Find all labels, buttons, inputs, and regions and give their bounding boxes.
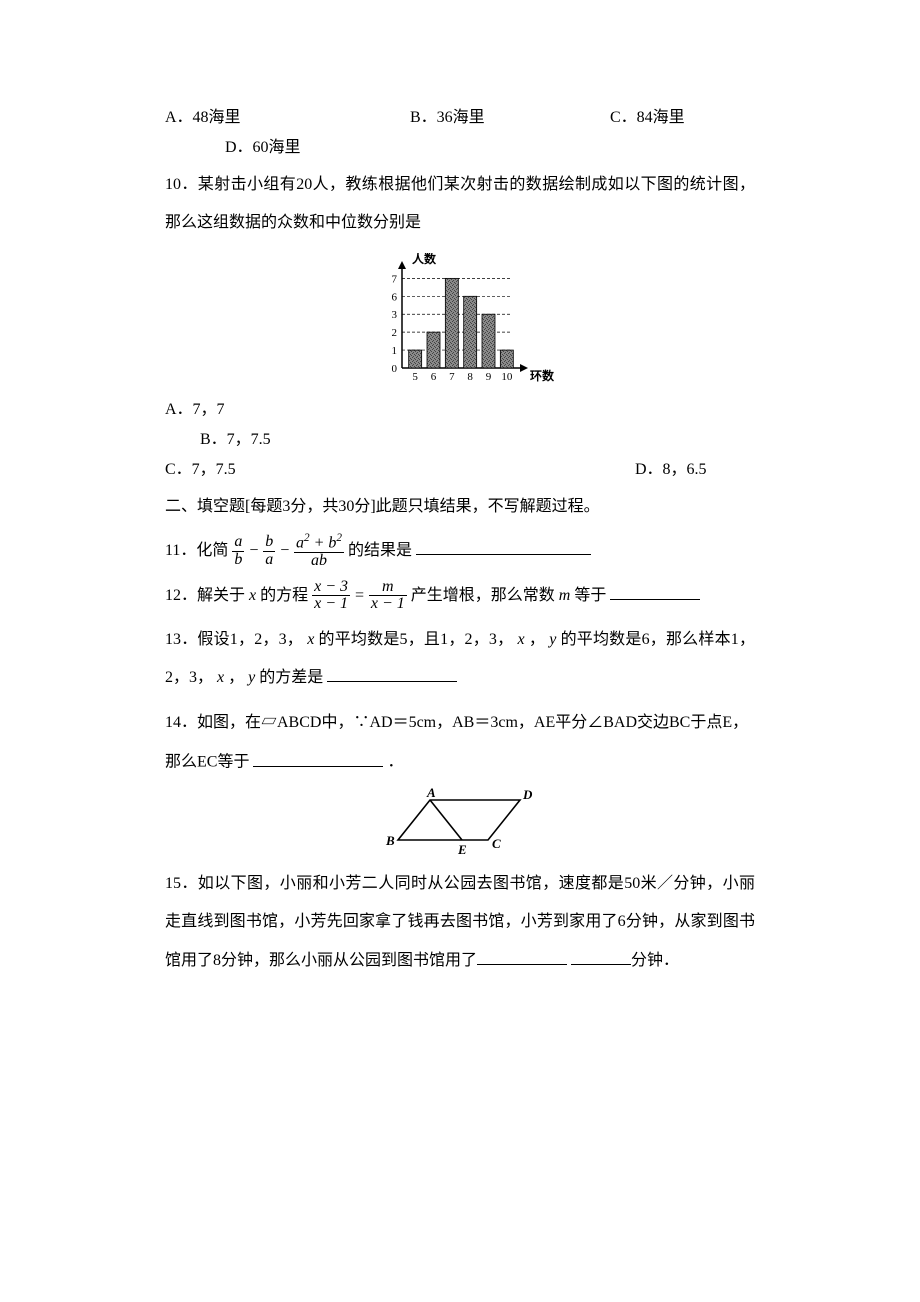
svg-text:9: 9 — [486, 371, 492, 383]
q11-blank — [416, 537, 591, 556]
svg-text:B: B — [385, 833, 395, 848]
svg-text:E: E — [457, 842, 467, 855]
svg-text:C: C — [492, 836, 501, 851]
svg-text:6: 6 — [392, 291, 398, 303]
q14-diagram-container: A D B C E — [165, 785, 755, 855]
svg-text:6: 6 — [431, 371, 437, 383]
q12-pre: 12．解关于 — [165, 587, 245, 604]
q14-line2: 那么EC等于 ． — [165, 748, 755, 775]
svg-text:2: 2 — [392, 327, 398, 339]
q13-blank — [327, 664, 457, 683]
svg-text:A: A — [426, 785, 436, 800]
svg-text:10: 10 — [501, 371, 513, 383]
section2-title: 二、填空题[每题3分，共30分]此题只填结果，不写解题过程。 — [165, 488, 755, 526]
q9-option-d: D．60海里 — [225, 139, 301, 156]
q9-option-c: C．84海里 — [610, 106, 755, 130]
q9-options-row2: D．60海里 — [165, 136, 755, 160]
q14-line1: 14．如图，在▱ABCD中，∵AD＝5cm，AB＝3cm，AE平分∠BAD交边B… — [165, 704, 755, 742]
bar-chart: 0123675678910人数环数 — [360, 253, 560, 388]
q10-option-b: B．7，7.5 — [165, 428, 755, 452]
q11-frac3: a2 + b2 ab — [294, 533, 344, 570]
q11-mid: 的结果是 — [348, 542, 412, 559]
q11-pre: 11．化简 — [165, 542, 228, 559]
q15: 15．如以下图，小丽和小芳二人同时从公园去图书馆，速度都是50米／分钟，小丽走直… — [165, 865, 755, 980]
q10-options-row3: C．7，7.5 D．8，6.5 — [165, 458, 755, 482]
svg-text:7: 7 — [449, 371, 455, 383]
svg-text:5: 5 — [412, 371, 418, 383]
q11-frac1: a b — [232, 534, 244, 569]
q12-fracL: x − 3 x − 1 — [312, 579, 350, 614]
q12-fracR: m x − 1 — [369, 579, 407, 614]
q13: 13．假设1，2，3， x 的平均数是5，且1，2，3， x ， y 的平均数是… — [165, 621, 755, 698]
q15-blank2 — [571, 946, 631, 965]
q11-frac2: b a — [263, 534, 275, 569]
svg-text:环数: 环数 — [530, 368, 555, 383]
q10-option-c: C．7，7.5 — [165, 458, 635, 482]
q11: 11．化简 a b − b a − a2 + b2 ab 的结果是 — [165, 532, 755, 570]
q9-option-b: B．36海里 — [410, 106, 610, 130]
svg-text:3: 3 — [392, 309, 398, 321]
q14-blank — [253, 748, 383, 767]
svg-text:D: D — [522, 787, 533, 802]
q9-options-row1: A．48海里 B．36海里 C．84海里 — [165, 106, 755, 130]
svg-text:1: 1 — [392, 345, 398, 357]
q9-option-a: A．48海里 — [165, 106, 410, 130]
parallelogram-diagram: A D B C E — [380, 785, 540, 855]
q10-option-a: A．7，7 — [165, 398, 755, 422]
q15-blank1 — [477, 946, 567, 965]
q10-chart-container: 0123675678910人数环数 — [165, 253, 755, 388]
q10-stem: 10．某射击小组有20人，教练根据他们某次射击的数据绘制成如以下图的统计图，那么… — [165, 166, 755, 243]
q12: 12．解关于 x 的方程 x − 3 x − 1 = m x − 1 产生增根，… — [165, 577, 755, 615]
svg-text:人数: 人数 — [412, 253, 437, 266]
svg-text:0: 0 — [392, 363, 398, 375]
svg-text:8: 8 — [467, 371, 473, 383]
q10-option-d: D．8，6.5 — [635, 458, 707, 482]
q12-blank — [610, 581, 700, 600]
svg-text:7: 7 — [392, 273, 398, 285]
